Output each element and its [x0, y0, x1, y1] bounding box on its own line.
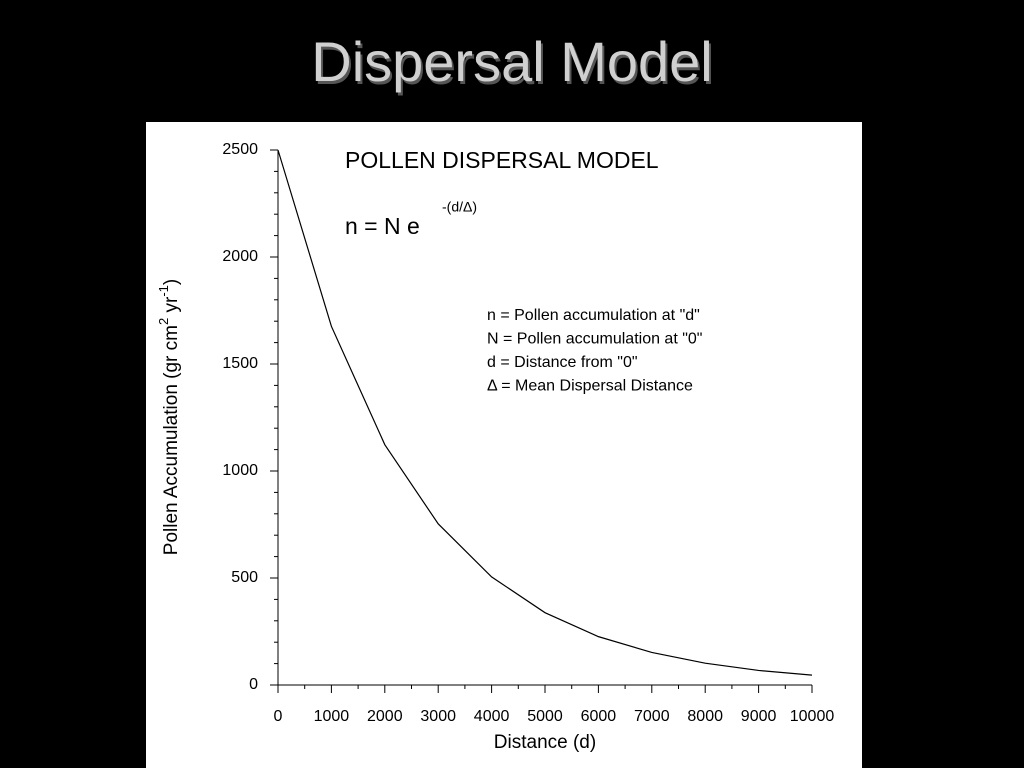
x-tick-label: 8000: [687, 708, 723, 725]
x-axis-label: Distance (d): [494, 732, 596, 753]
x-tick-label: 6000: [581, 708, 617, 725]
definition: Δ = Mean Dispersal Distance: [487, 378, 693, 395]
y-label-part: yr: [161, 296, 182, 318]
y-tick-label: 1500: [222, 355, 258, 372]
x-tick-label: 9000: [741, 708, 777, 725]
x-tick-label: 10000: [790, 708, 835, 725]
y-tick-label: 1000: [222, 462, 258, 479]
x-tick-label: 0: [274, 708, 283, 725]
x-tick-label: 7000: [634, 708, 670, 725]
chart-title: POLLEN DISPERSAL MODEL: [345, 147, 659, 173]
formula: n = N e: [345, 213, 420, 239]
definition: d = Distance from "0": [487, 354, 638, 371]
y-tick-label: 500: [231, 569, 258, 586]
chart-panel: [146, 122, 862, 768]
y-label-part: ): [161, 279, 182, 285]
data-line: [277, 149, 813, 676]
y-label-sup: 2: [156, 318, 171, 325]
y-tick-label: 2000: [222, 248, 258, 265]
y-axis-label: Pollen Accumulation (gr cm2 yr-1): [156, 279, 182, 555]
y-label-part: Pollen Accumulation (gr cm: [161, 325, 182, 555]
definition: N = Pollen accumulation at "0": [487, 331, 702, 348]
y-tick-label: 2500: [222, 141, 258, 158]
y-label-sup: -1: [156, 285, 171, 297]
x-tick-label: 5000: [527, 708, 563, 725]
slide-title-shadow: Dispersal Model: [313, 33, 715, 96]
formula-exponent: -(d/Δ): [442, 199, 477, 215]
x-tick-label: 2000: [367, 708, 403, 725]
slide-title: Dispersal Model: [311, 30, 713, 93]
x-tick-label: 1000: [314, 708, 350, 725]
chart: POLLEN DISPERSAL MODEL n = N e -(d/Δ) Di…: [156, 141, 834, 753]
x-tick-label: 3000: [420, 708, 456, 725]
definition: n = Pollen accumulation at "d": [487, 307, 700, 324]
x-tick-label: 4000: [474, 708, 510, 725]
y-tick-label: 0: [249, 676, 258, 693]
